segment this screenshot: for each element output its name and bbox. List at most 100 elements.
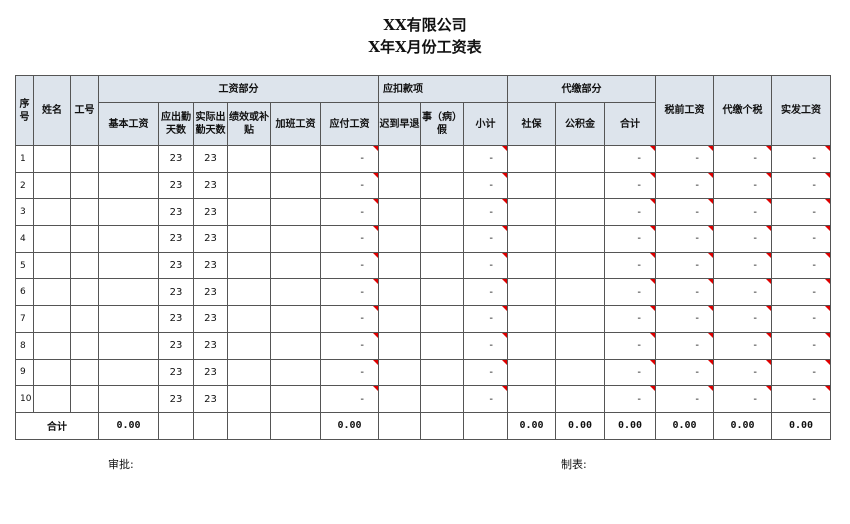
formula-cell[interactable]: - (463, 385, 508, 413)
formula-cell[interactable]: - (771, 225, 831, 253)
cell[interactable] (70, 145, 99, 173)
row-index[interactable]: 6 (15, 278, 34, 307)
cell[interactable] (98, 358, 159, 387)
formula-cell[interactable]: - (604, 171, 656, 200)
cell[interactable] (507, 171, 556, 200)
formula-cell[interactable]: - (655, 331, 714, 360)
formula-cell[interactable]: - (655, 358, 714, 387)
formula-cell[interactable]: - (604, 385, 656, 413)
formula-cell[interactable]: - (463, 278, 508, 307)
cell[interactable] (227, 145, 271, 173)
formula-cell[interactable]: - (771, 305, 831, 333)
total-cell[interactable] (463, 411, 508, 440)
cell[interactable] (507, 251, 556, 280)
total-pretax[interactable]: 0.00 (655, 411, 714, 440)
total-base[interactable]: 0.00 (98, 411, 159, 440)
formula-cell[interactable]: - (463, 358, 508, 387)
cell[interactable] (227, 331, 271, 360)
cell[interactable] (33, 198, 71, 227)
cell[interactable] (227, 305, 271, 333)
formula-cell[interactable]: - (655, 145, 714, 173)
total-proxy_total[interactable]: 0.00 (604, 411, 656, 440)
total-cell[interactable] (158, 411, 194, 440)
cell[interactable] (507, 331, 556, 360)
total-cell[interactable] (227, 411, 271, 440)
due-days-cell[interactable]: 23 (158, 225, 194, 253)
formula-cell[interactable]: - (463, 198, 508, 227)
cell[interactable] (555, 145, 605, 173)
cell[interactable] (507, 145, 556, 173)
formula-cell[interactable]: - (320, 278, 379, 307)
cell[interactable] (378, 278, 421, 307)
cell[interactable] (555, 358, 605, 387)
row-index[interactable]: 10 (15, 385, 34, 413)
formula-cell[interactable]: - (713, 225, 772, 253)
formula-cell[interactable]: - (463, 225, 508, 253)
cell[interactable] (98, 198, 159, 227)
cell[interactable] (98, 251, 159, 280)
cell[interactable] (555, 385, 605, 413)
row-index[interactable]: 3 (15, 198, 34, 227)
total-cell[interactable] (193, 411, 228, 440)
formula-cell[interactable]: - (320, 225, 379, 253)
due-days-cell[interactable]: 23 (158, 251, 194, 280)
cell[interactable] (270, 145, 321, 173)
cell[interactable] (227, 198, 271, 227)
formula-cell[interactable]: - (771, 278, 831, 307)
due-days-cell[interactable]: 23 (158, 171, 194, 200)
formula-cell[interactable]: - (655, 251, 714, 280)
total-net[interactable]: 0.00 (771, 411, 831, 440)
cell[interactable] (420, 225, 464, 253)
cell[interactable] (33, 171, 71, 200)
cell[interactable] (98, 385, 159, 413)
cell[interactable] (33, 331, 71, 360)
cell[interactable] (227, 225, 271, 253)
actual-days-cell[interactable]: 23 (193, 225, 228, 253)
formula-cell[interactable]: - (604, 305, 656, 333)
cell[interactable] (378, 331, 421, 360)
cell[interactable] (270, 305, 321, 333)
due-days-cell[interactable]: 23 (158, 331, 194, 360)
cell[interactable] (555, 278, 605, 307)
cell[interactable] (70, 251, 99, 280)
actual-days-cell[interactable]: 23 (193, 251, 228, 280)
actual-days-cell[interactable]: 23 (193, 385, 228, 413)
formula-cell[interactable]: - (713, 331, 772, 360)
formula-cell[interactable]: - (771, 358, 831, 387)
cell[interactable] (270, 171, 321, 200)
total-social[interactable]: 0.00 (507, 411, 556, 440)
cell[interactable] (507, 305, 556, 333)
cell[interactable] (555, 171, 605, 200)
cell[interactable] (70, 385, 99, 413)
actual-days-cell[interactable]: 23 (193, 145, 228, 173)
formula-cell[interactable]: - (463, 305, 508, 333)
formula-cell[interactable]: - (655, 198, 714, 227)
cell[interactable] (270, 251, 321, 280)
formula-cell[interactable]: - (713, 171, 772, 200)
formula-cell[interactable]: - (771, 331, 831, 360)
cell[interactable] (378, 385, 421, 413)
cell[interactable] (70, 171, 99, 200)
cell[interactable] (507, 198, 556, 227)
cell[interactable] (70, 358, 99, 387)
formula-cell[interactable]: - (604, 331, 656, 360)
formula-cell[interactable]: - (320, 171, 379, 200)
cell[interactable] (420, 251, 464, 280)
cell[interactable] (270, 225, 321, 253)
formula-cell[interactable]: - (655, 305, 714, 333)
formula-cell[interactable]: - (713, 385, 772, 413)
cell[interactable] (378, 171, 421, 200)
actual-days-cell[interactable]: 23 (193, 278, 228, 307)
cell[interactable] (33, 305, 71, 333)
cell[interactable] (227, 278, 271, 307)
actual-days-cell[interactable]: 23 (193, 171, 228, 200)
cell[interactable] (420, 278, 464, 307)
formula-cell[interactable]: - (604, 145, 656, 173)
formula-cell[interactable]: - (771, 385, 831, 413)
cell[interactable] (420, 171, 464, 200)
cell[interactable] (70, 305, 99, 333)
due-days-cell[interactable]: 23 (158, 145, 194, 173)
actual-days-cell[interactable]: 23 (193, 198, 228, 227)
due-days-cell[interactable]: 23 (158, 305, 194, 333)
total-tax[interactable]: 0.00 (713, 411, 772, 440)
